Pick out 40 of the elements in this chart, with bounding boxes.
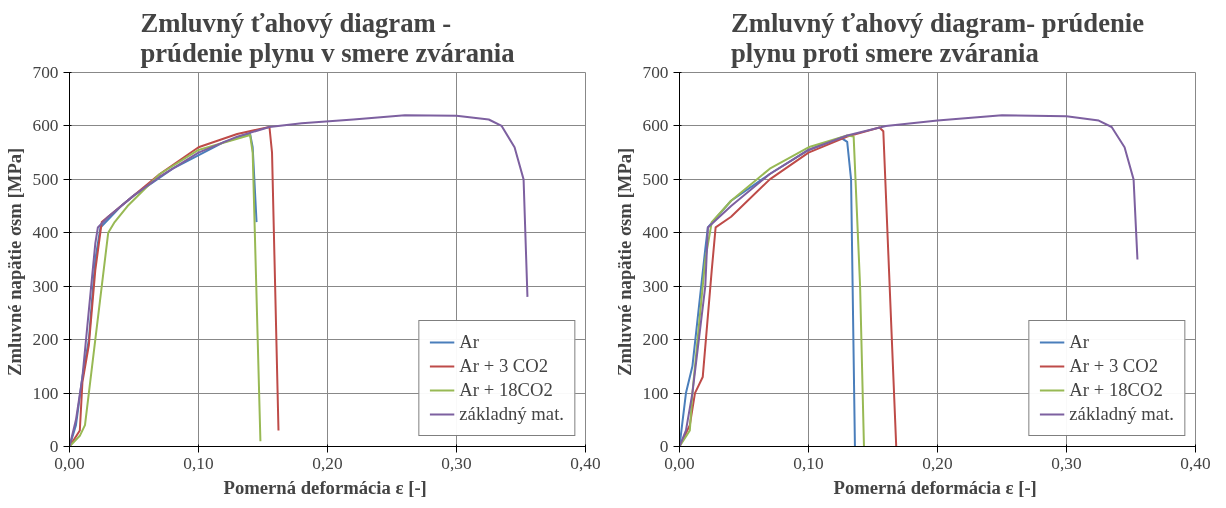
legend-label: Ar + 3 CO2 xyxy=(459,355,549,377)
legend-label: Ar xyxy=(459,331,480,353)
y-tick-label: 300 xyxy=(32,276,59,296)
chart-title: Zmluvný ťahový diagram - prúdenie plynu v smere zvárania xyxy=(140,7,515,68)
y-tick-label: 400 xyxy=(32,223,59,243)
x-tick-label: 0,00 xyxy=(664,453,695,473)
x-tick-label: 0,10 xyxy=(183,453,214,473)
legend-label: základný mat. xyxy=(1069,403,1174,425)
y-axis-title: Zmluvné napätie σsm [MPa] xyxy=(613,147,635,376)
x-tick-label: 0,20 xyxy=(922,453,953,473)
x-tick-label: 0,00 xyxy=(54,453,85,473)
x-axis-title: Pomerná deformácia ε [-] xyxy=(833,476,1037,498)
legend-label: Ar + 18CO2 xyxy=(1069,379,1163,401)
y-tick-label: 600 xyxy=(642,116,669,136)
y-tick-label: 0 xyxy=(659,437,669,456)
legend-label: Ar xyxy=(1069,331,1090,353)
y-tick-label: 300 xyxy=(642,276,669,296)
y-tick-label: 500 xyxy=(32,169,59,189)
legend-label: Ar + 3 CO2 xyxy=(1069,355,1159,377)
x-tick-label: 0,20 xyxy=(312,453,343,473)
y-tick-label: 500 xyxy=(642,169,669,189)
chart-title: Zmluvný ťahový diagram- prúdenie plynu proti smere zvárania xyxy=(730,7,1145,68)
legend-label: Ar + 18CO2 xyxy=(459,379,553,401)
y-tick-label: 0 xyxy=(49,437,59,456)
y-axis-title: Zmluvné napätie σsm [MPa] xyxy=(3,147,25,376)
y-tick-label: 100 xyxy=(642,383,669,403)
y-tick-label: 400 xyxy=(642,223,669,243)
y-tick-label: 100 xyxy=(32,383,59,403)
x-tick-label: 0,10 xyxy=(793,453,824,473)
x-tick-label: 0,40 xyxy=(1180,453,1211,473)
y-tick-label: 700 xyxy=(32,63,59,82)
x-axis-title: Pomerná deformácia ε [-] xyxy=(223,476,427,498)
y-tick-label: 600 xyxy=(32,116,59,136)
x-tick-label: 0,30 xyxy=(441,453,472,473)
x-tick-label: 0,40 xyxy=(570,453,601,473)
y-tick-label: 200 xyxy=(642,330,669,350)
x-tick-label: 0,30 xyxy=(1051,453,1082,473)
y-tick-label: 200 xyxy=(32,330,59,350)
legend-label: základný mat. xyxy=(459,403,564,425)
y-tick-label: 700 xyxy=(642,63,669,82)
